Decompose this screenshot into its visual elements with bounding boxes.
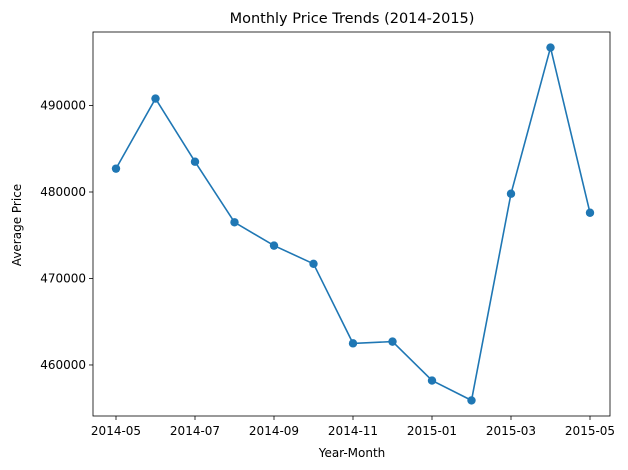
data-point (309, 259, 318, 268)
y-tick-label: 460000 (40, 358, 86, 372)
data-point (151, 94, 160, 103)
y-axis-label: Average Price (10, 184, 24, 266)
y-tick-label: 470000 (40, 271, 86, 285)
x-tick-label: 2015-05 (565, 424, 615, 438)
y-tick-label: 480000 (40, 185, 86, 199)
x-tick-label: 2015-03 (486, 424, 536, 438)
axes-frame (92, 31, 611, 417)
data-point (546, 43, 555, 52)
data-point (467, 396, 476, 405)
y-tick-label: 490000 (40, 99, 86, 113)
x-tick-label: 2014-11 (328, 424, 378, 438)
data-point (585, 208, 595, 217)
chart-title: Monthly Price Trends (2014-2015) (230, 11, 475, 27)
x-tick-label: 2014-09 (249, 424, 299, 438)
x-axis-label: Year-Month (318, 446, 386, 460)
data-point (427, 376, 437, 385)
data-point (230, 218, 239, 227)
x-tick-label: 2014-05 (91, 424, 141, 438)
data-point (506, 189, 516, 198)
x-tick-label: 2015-01 (407, 424, 457, 438)
data-point (388, 337, 397, 346)
data-point (269, 241, 279, 250)
x-tick-label: 2014-07 (170, 424, 220, 438)
plot-area: 460000 470000 480000 490000 2014-05 2014-07 20… (40, 31, 615, 438)
data-point (111, 164, 121, 173)
data-point (190, 157, 200, 166)
data-point (348, 339, 358, 348)
